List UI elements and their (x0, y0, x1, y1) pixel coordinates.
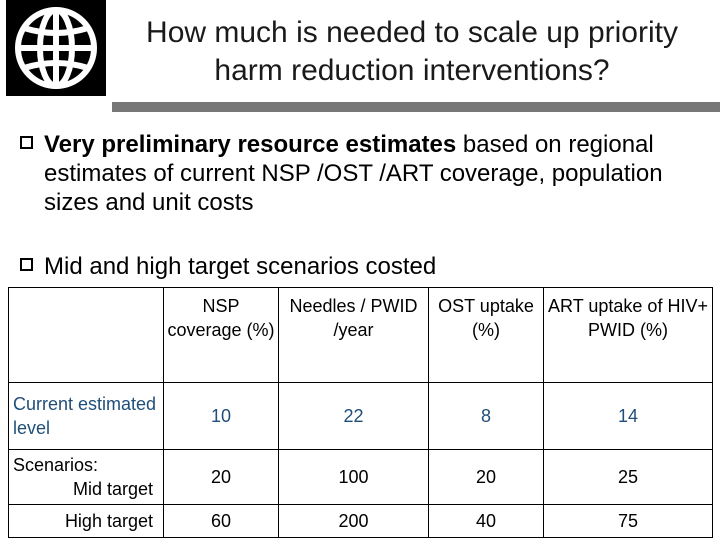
row-label-high: High target (8, 504, 164, 538)
bullet-text: Mid and high target scenarios costed (44, 253, 437, 280)
table-row: Current estimated level 10 22 8 14 (8, 382, 713, 450)
bullet-rest-text: based on regional estimates of current N… (44, 131, 663, 216)
slide-header: How much is needed to scale up priority … (0, 0, 720, 112)
table-cell: 8 (428, 382, 544, 450)
col-header-art: ART uptake of HIV+ PWID (%) (543, 287, 713, 383)
table-header-row: NSP coverage (%) Needles / PWID /year OS… (8, 287, 713, 383)
table-cell: 10 (163, 382, 279, 450)
title-divider (112, 102, 720, 112)
row-label-current: Current estimated level (8, 382, 164, 450)
bullet-scenarios: Mid and high target scenarios costed (20, 252, 710, 281)
table-cell: 14 (543, 382, 713, 450)
mid-target-label: Mid target (72, 479, 153, 499)
world-globe-logo (6, 0, 106, 96)
checkbox-bullet-icon (20, 258, 33, 271)
scenarios-label: Scenarios: (13, 455, 99, 475)
table-cell: 60 (163, 504, 279, 538)
col-header-nsp: NSP coverage (%) (163, 287, 279, 383)
table-cell: 25 (543, 449, 713, 505)
table-cell: 40 (428, 504, 544, 538)
table-cell: 200 (278, 504, 429, 538)
table-cell: 20 (428, 449, 544, 505)
col-header-needles: Needles / PWID /year (278, 287, 429, 383)
title-line-2: harm reduction interventions? (214, 54, 610, 87)
page-title: How much is needed to scale up priority … (112, 14, 712, 90)
table-row: Scenarios: Mid target 20 100 20 25 (8, 449, 713, 505)
col-header-ost: OST uptake (%) (428, 287, 544, 383)
title-line-1: How much is needed to scale up priority (146, 16, 678, 49)
globe-icon (15, 7, 97, 89)
bullet-bold-text: Very preliminary resource estimates (44, 131, 457, 158)
bullet-resource-estimates: Very preliminary resource estimates base… (20, 130, 710, 217)
table-cell: 20 (163, 449, 279, 505)
checkbox-bullet-icon (20, 136, 33, 149)
table-cell: 22 (278, 382, 429, 450)
table-cell: 75 (543, 504, 713, 538)
row-label-mid: Scenarios: Mid target (8, 449, 164, 505)
resource-table: NSP coverage (%) Needles / PWID /year OS… (8, 287, 713, 538)
table-cell: 100 (278, 449, 429, 505)
table-corner-cell (8, 287, 164, 383)
table-row: High target 60 200 40 75 (8, 504, 713, 538)
